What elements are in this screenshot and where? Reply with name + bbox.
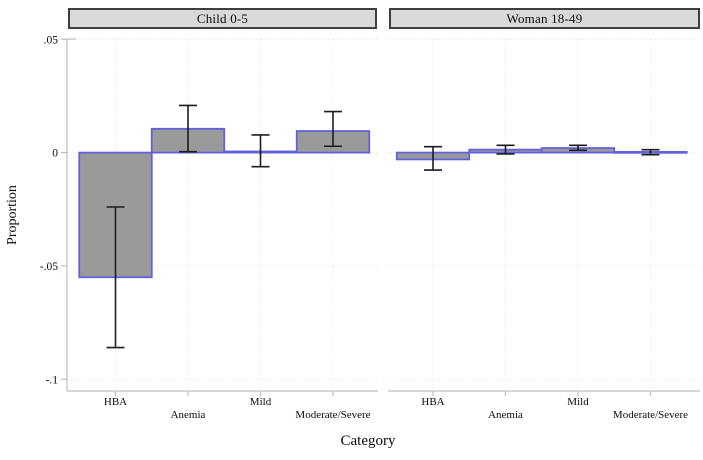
- x-category-label-mild-child-0-5: Mild: [250, 396, 272, 408]
- panel-title-child-0-5: Child 0-5: [196, 10, 249, 26]
- panel-header-woman-18-49: Woman 18-49: [389, 8, 700, 29]
- panel-header-child-0-5: Child 0-5: [68, 8, 377, 29]
- y-tick-label-1: -.1: [46, 374, 59, 386]
- x-category-label-mild-woman-18-49: Mild: [567, 396, 589, 408]
- x-category-label-moderate-severe-child-0-5: Moderate/Severe: [295, 409, 370, 421]
- x-category-label-anemia-child-0-5: Anemia: [171, 409, 206, 421]
- y-tick-label-05: .05: [44, 34, 59, 46]
- panel-title-woman-18-49: Woman 18-49: [506, 10, 583, 26]
- y-tick-label-05: -.05: [40, 261, 58, 273]
- x-category-label-hba-child-0-5: HBA: [104, 396, 127, 408]
- x-category-label-moderate-severe-woman-18-49: Moderate/Severe: [613, 409, 688, 421]
- x-axis-title: Category: [340, 433, 396, 449]
- x-category-label-hba-woman-18-49: HBA: [421, 396, 444, 408]
- x-category-label-anemia-woman-18-49: Anemia: [488, 409, 523, 421]
- y-tick-label-0: 0: [52, 148, 58, 160]
